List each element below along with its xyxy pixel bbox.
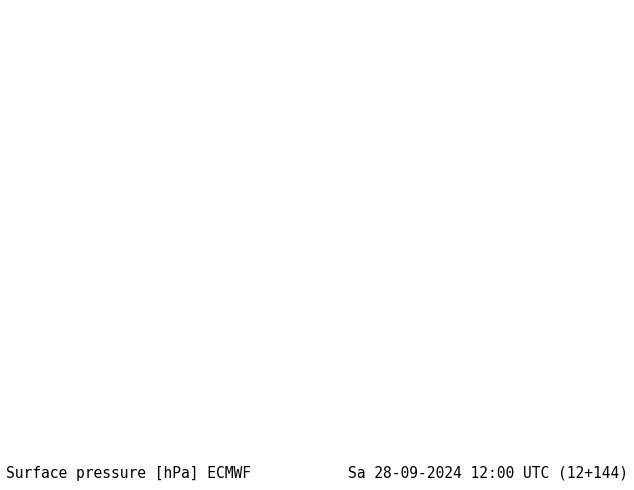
Text: Sa 28-09-2024 12:00 UTC (12+144): Sa 28-09-2024 12:00 UTC (12+144) xyxy=(347,466,628,481)
Text: Surface pressure [hPa] ECMWF: Surface pressure [hPa] ECMWF xyxy=(6,466,251,481)
